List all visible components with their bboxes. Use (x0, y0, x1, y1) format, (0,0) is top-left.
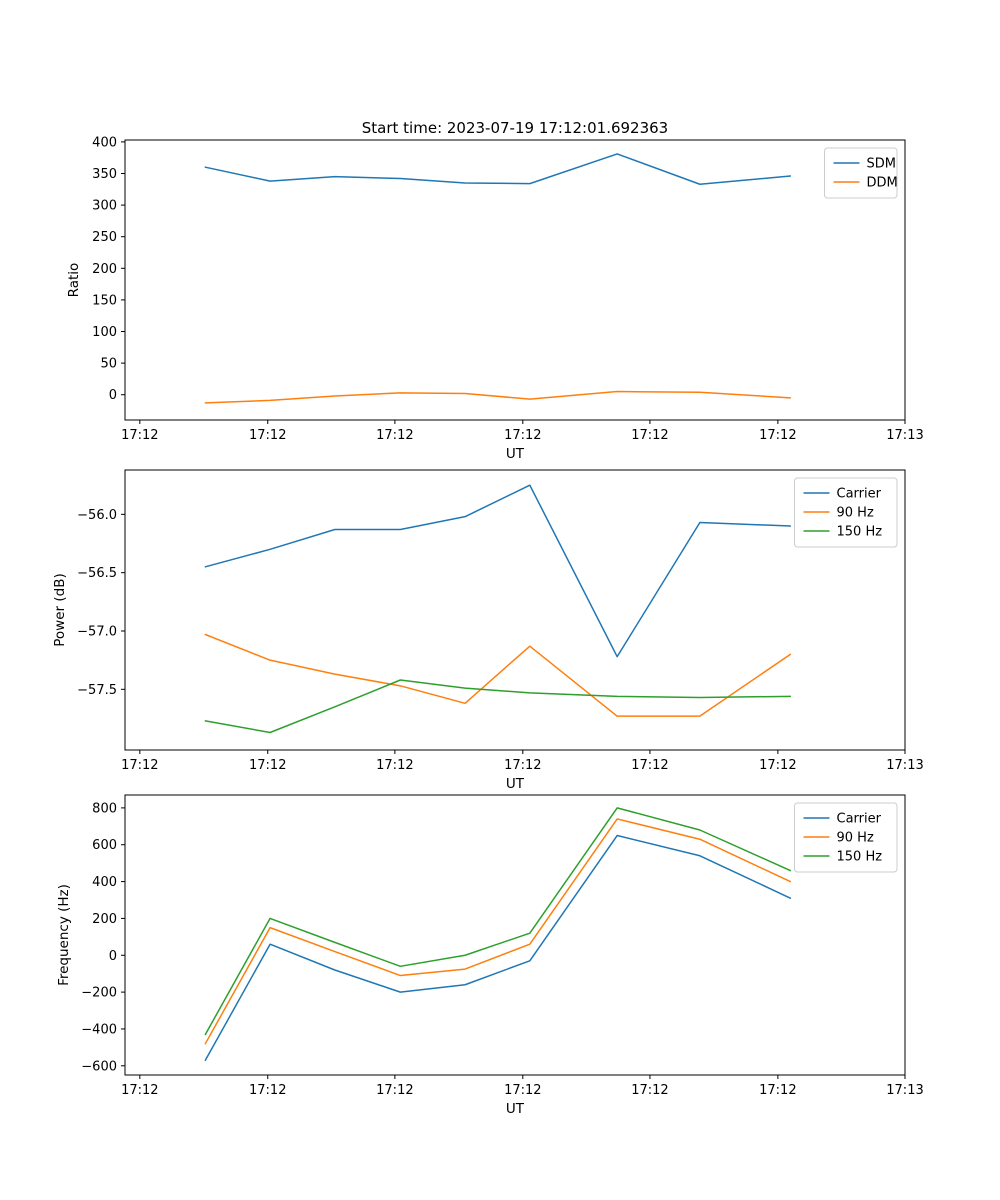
y-tick-label: 200 (92, 912, 117, 927)
axes-frame (124, 469, 906, 751)
y-tick-label: −57.5 (77, 683, 117, 698)
legend-label: 90 Hz (837, 831, 874, 846)
y-tick-label: 250 (92, 230, 117, 245)
legend-box (794, 477, 898, 548)
x-tick-label: 17:12 (249, 428, 286, 443)
x-tick-label: 17:12 (631, 1083, 668, 1098)
x-tick-label: 17:12 (121, 1083, 158, 1098)
legend-label: 150 Hz (837, 525, 883, 540)
x-tick-label: 17:12 (759, 758, 796, 773)
x-tick-label: 17:12 (759, 1083, 796, 1098)
series-line-carrier (204, 484, 792, 658)
y-axis-label: Ratio (66, 263, 82, 298)
y-tick-label: −600 (81, 1059, 117, 1074)
x-tick-label: 17:12 (249, 758, 286, 773)
x-tick-label: 17:12 (631, 758, 668, 773)
x-tick-label: 17:12 (121, 758, 158, 773)
legend-box (794, 802, 898, 873)
y-tick-label: 800 (92, 801, 117, 816)
y-axis-label: Power (dB) (52, 573, 68, 646)
axes-frame (124, 794, 906, 1076)
y-tick-label: 100 (92, 325, 117, 340)
series-line-ddm (204, 390, 792, 404)
series-line-150-hz (204, 679, 792, 734)
subplot-1: 0 50 100 150 200 250 300 350 400 17:12 17:12 17:12 1… (66, 135, 924, 462)
y-tick-label: 0 (109, 388, 117, 403)
legend: Carrier 90 Hz 150 Hz (794, 477, 898, 548)
y-tick-label: 200 (92, 262, 117, 277)
legend-label: 150 Hz (837, 850, 883, 865)
legend-box (824, 147, 898, 199)
x-tick-label: 17:12 (376, 1083, 413, 1098)
y-tick-label: −200 (81, 986, 117, 1001)
x-axis-label: UT (506, 446, 525, 462)
x-tick-label: 17:12 (631, 428, 668, 443)
legend-label: SDM (867, 157, 896, 172)
x-tick-label: 17:13 (886, 758, 923, 773)
legend: SDM DDM (824, 147, 898, 199)
subplot-2: −57.5 −57.0 −56.5 −56.0 17:12 17:12 17:12 17:12… (52, 469, 924, 792)
x-tick-label: 17:13 (886, 428, 923, 443)
x-tick-label: 17:12 (504, 428, 541, 443)
series-line-carrier (204, 834, 792, 1062)
x-tick-label: 17:12 (121, 428, 158, 443)
legend-label: DDM (867, 176, 898, 191)
x-tick-label: 17:12 (376, 428, 413, 443)
y-tick-label: 600 (92, 838, 117, 853)
x-axis-label: UT (506, 1101, 525, 1117)
legend-label: Carrier (837, 812, 882, 827)
legend-label: 90 Hz (837, 506, 874, 521)
figure-title: Start time: 2023-07-19 17:12:01.692363 (361, 119, 669, 137)
series-line-150-hz (204, 807, 792, 1036)
y-axis-label: Frequency (Hz) (56, 884, 72, 986)
axes-frame (124, 139, 906, 421)
x-axis-label: UT (506, 776, 525, 792)
y-tick-label: 0 (109, 949, 117, 964)
y-tick-label: 300 (92, 199, 117, 214)
y-tick-label: −57.0 (77, 625, 117, 640)
y-tick-label: 400 (92, 135, 117, 150)
y-tick-label: 350 (92, 167, 117, 182)
y-tick-label: −400 (81, 1022, 117, 1037)
x-tick-label: 17:12 (759, 428, 796, 443)
y-tick-label: 400 (92, 875, 117, 890)
y-tick-label: 50 (100, 357, 117, 372)
legend: Carrier 90 Hz 150 Hz (794, 802, 898, 873)
series-line-sdm (204, 153, 792, 185)
x-tick-label: 17:13 (886, 1083, 923, 1098)
x-tick-label: 17:12 (376, 758, 413, 773)
y-tick-label: −56.5 (77, 566, 117, 581)
series-line-90-hz (204, 633, 792, 717)
x-tick-label: 17:12 (249, 1083, 286, 1098)
subplot-3: −600 −400 −200 0 200 400 600 800 17:12 17:12 17:12… (56, 794, 924, 1117)
x-tick-label: 17:12 (504, 758, 541, 773)
y-tick-label: 150 (92, 293, 117, 308)
x-tick-label: 17:12 (504, 1083, 541, 1098)
legend-label: Carrier (837, 487, 882, 502)
y-tick-label: −56.0 (77, 508, 117, 523)
series-line-90-hz (204, 818, 792, 1045)
